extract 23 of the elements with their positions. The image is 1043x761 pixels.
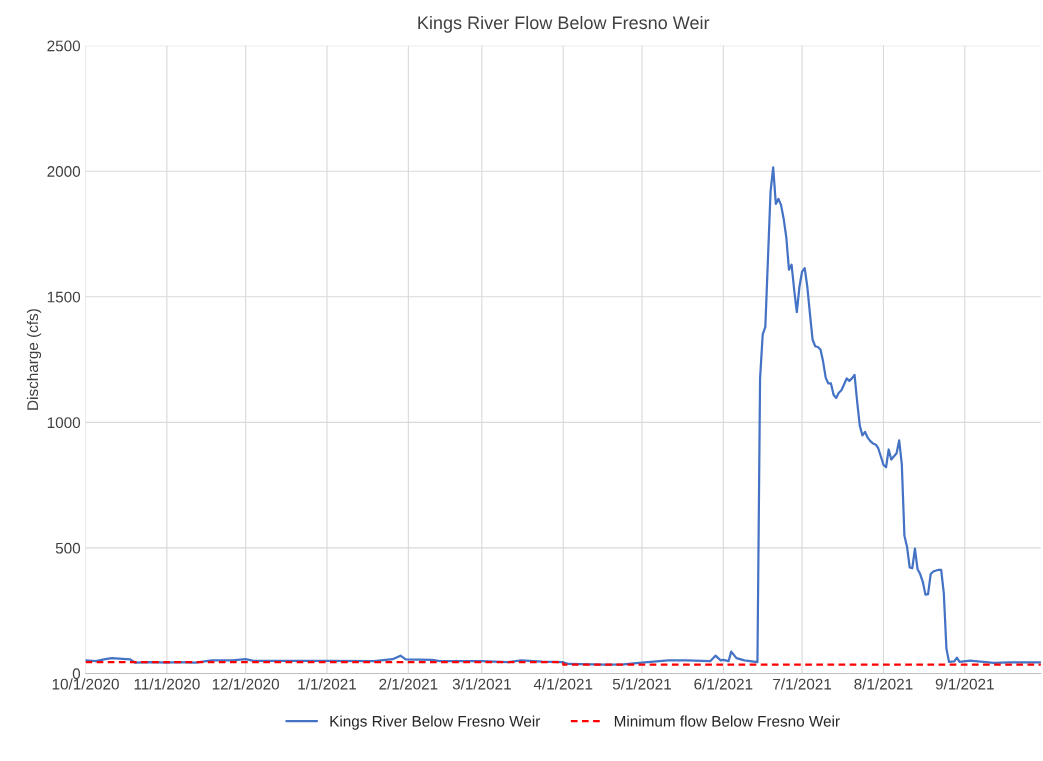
legend-label: Minimum flow Below Fresno Weir bbox=[614, 715, 840, 727]
x-tick-label: 1/1/2021 bbox=[298, 678, 356, 690]
x-tick-label: 12/1/2020 bbox=[212, 678, 280, 690]
x-tick-label: 7/1/2021 bbox=[773, 678, 832, 690]
x-tick-label: 9/1/2021 bbox=[935, 678, 994, 690]
y-tick-label: 0 bbox=[72, 668, 81, 680]
x-tick-label: 3/1/2021 bbox=[452, 678, 511, 690]
x-tick-label: 5/1/2021 bbox=[612, 678, 671, 690]
chart-title: Kings River Flow Below Fresno Weir bbox=[418, 15, 710, 33]
y-tick-label: 500 bbox=[55, 542, 81, 554]
x-tick-label: 2/1/2021 bbox=[379, 678, 438, 690]
x-tick-label: 11/1/2020 bbox=[134, 678, 200, 690]
x-tick-label: 8/1/2021 bbox=[854, 678, 913, 690]
y-tick-label: 1000 bbox=[47, 417, 81, 429]
y-tick-label: 2000 bbox=[47, 166, 81, 177]
y-axis-title: Discharge (cfs) bbox=[26, 309, 42, 410]
line-series bbox=[85, 166, 1041, 666]
x-tick-label: 10/1/2020 bbox=[52, 678, 119, 690]
legend-label: Kings River Below Fresno Weir bbox=[330, 715, 541, 730]
y-tick-label: 1500 bbox=[47, 291, 81, 303]
y-tick-label: 2500 bbox=[47, 40, 81, 52]
x-tick-label: 4/1/2021 bbox=[533, 678, 593, 690]
x-tick-label: 6/1/2021 bbox=[694, 678, 753, 690]
